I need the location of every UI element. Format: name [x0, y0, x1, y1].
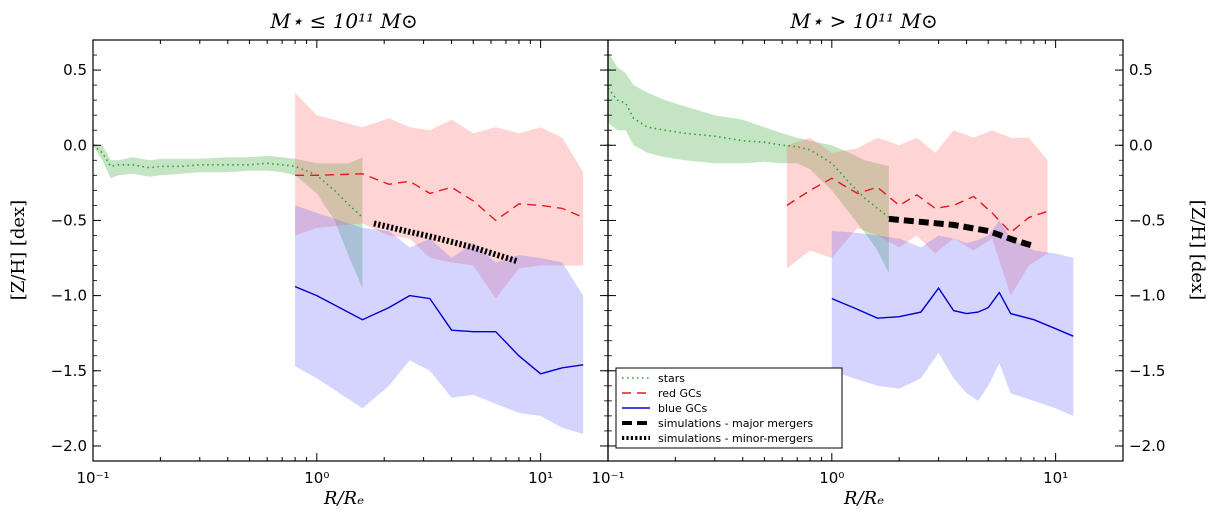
right-y-axis-label: [Z/H] [dex] [1187, 200, 1208, 300]
right-band-red-gcs [786, 130, 1048, 296]
left-line-stars [93, 144, 364, 218]
legend-label: blue GCs [658, 402, 707, 415]
left-y-tick-label: −1.0 [51, 287, 87, 305]
right-line-red-gcs [786, 177, 1048, 234]
legend: stars red GCs blue GCs simulations - major … [615, 367, 843, 449]
right-y-tick-label: 0.5 [1129, 61, 1153, 79]
right-y-tick-label: −1.5 [1129, 362, 1165, 380]
right-line-blue-gcs [831, 286, 1074, 337]
right-y-tick-label: 0.0 [1129, 136, 1153, 154]
legend-label: stars [658, 372, 685, 385]
legend-label: simulations - minor-mergers [658, 432, 813, 445]
left-line-red-gcs [295, 173, 584, 222]
left-y-axis-label: [Z/H] [dex] [8, 200, 29, 300]
right-x-axis-label: R/Rₑ [843, 488, 884, 509]
legend-label: simulations - major mergers [658, 417, 813, 430]
left-band-blue-gcs [295, 205, 584, 434]
left-y-tick-label: 0.0 [63, 136, 87, 154]
left-panel-title: M⋆ ≤ 10¹¹ M⊙ [269, 9, 418, 33]
left-band-red-gcs [295, 92, 584, 299]
right-line-simulations-major-mergers [888, 215, 1035, 249]
left-x-tick-label: 10⁰ [304, 469, 329, 487]
left-y-tick-label: −2.0 [51, 437, 87, 455]
legend-label: red GCs [658, 387, 702, 400]
left-x-tick-label: 10⁻¹ [76, 469, 109, 487]
left-y-tick-label: 0.5 [63, 61, 87, 79]
right-x-tick-label: 10¹ [1043, 469, 1068, 487]
left-line-blue-gcs [294, 285, 584, 375]
right-y-tick-label: −0.5 [1129, 211, 1165, 229]
legend-box [615, 367, 843, 449]
left-plot-area [93, 92, 584, 434]
right-panel: M⋆ > 10¹¹ M⊙ R/Rₑ [Z/H] [dex] 10⁻¹ 10⁰ 10¹… [591, 9, 1208, 509]
right-y-tick-label: −2.0 [1129, 437, 1165, 455]
left-line-simulations-minor-mergers [373, 220, 518, 264]
right-panel-title: M⋆ > 10¹¹ M⊙ [789, 9, 938, 33]
left-panel: M⋆ ≤ 10¹¹ M⊙ R/Rₑ [Z/H] [dex] 10⁻¹ 10⁰ 10¹… [8, 9, 609, 509]
left-x-axis-label: R/Rₑ [323, 488, 364, 509]
right-x-tick-label: 10⁰ [819, 469, 844, 487]
left-y-tick-label: −0.5 [51, 211, 87, 229]
right-plot-area [608, 52, 1074, 416]
left-x-tick-label: 10¹ [528, 469, 553, 487]
right-x-tick-label: 10⁻¹ [591, 469, 624, 487]
left-y-tick-label: −1.5 [51, 362, 87, 380]
right-band-stars [608, 52, 889, 274]
right-y-tick-label: −1.0 [1129, 287, 1165, 305]
right-band-blue-gcs [831, 220, 1074, 416]
